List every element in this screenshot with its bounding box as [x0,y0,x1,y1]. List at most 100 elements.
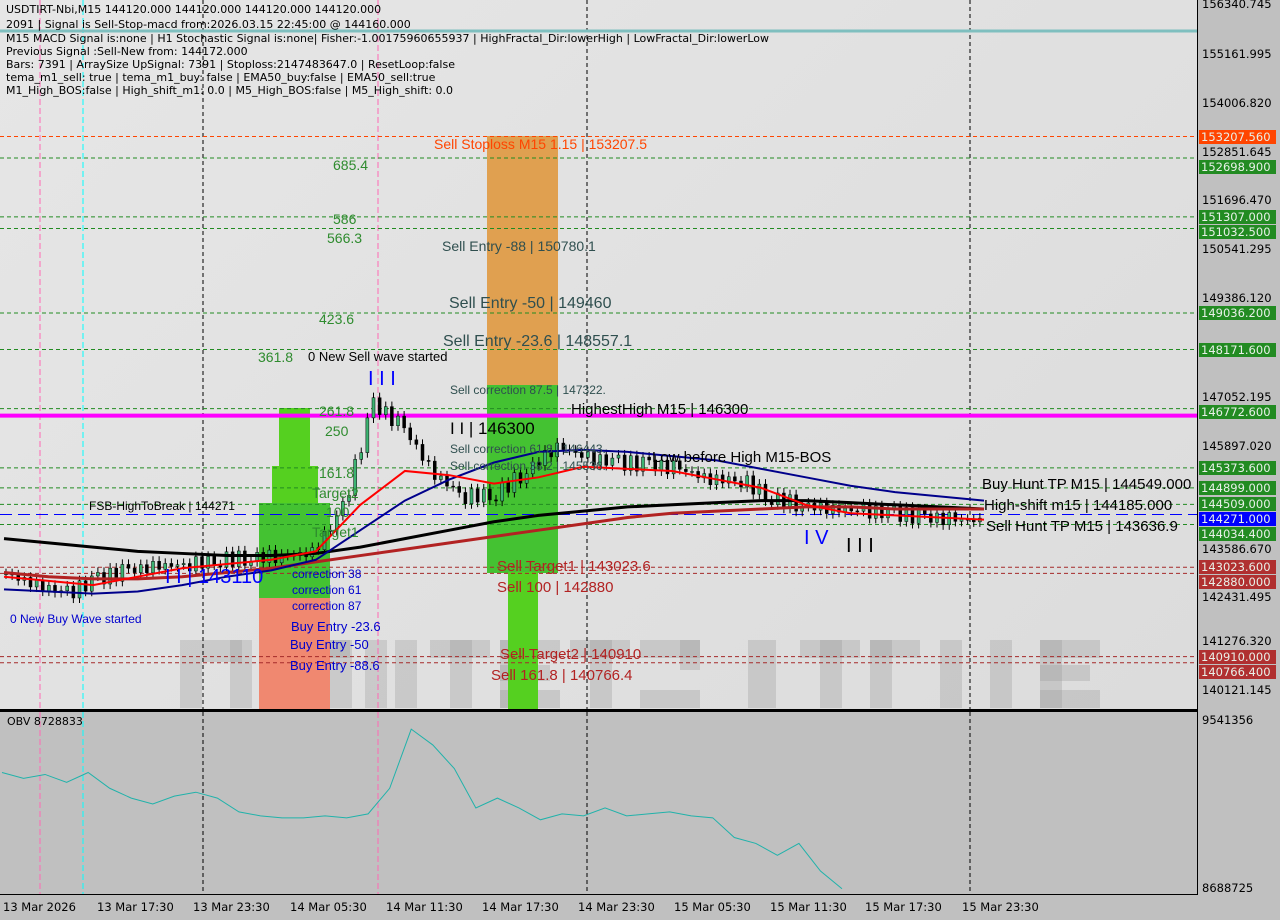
fib-361-label: 361.8 [258,349,294,365]
wave-ii-146300-label: I I | 146300 [450,419,535,438]
candle-body [720,474,725,484]
header-line-5: Bars: 7391 | ArraySize UpSignal: 7391 | … [6,58,455,71]
candle-body [426,460,431,462]
candle-body [684,469,688,472]
wave-iii-top-label: I I I [368,368,396,390]
candle-body [243,550,247,566]
candle-body [665,459,670,475]
sell-entry-88-label: Sell Entry -88 | 150780.1 [442,238,596,254]
candle-body [518,472,523,484]
level-price-tag: 144899.000 [1199,480,1276,495]
candle-body [451,485,455,488]
candle-body [635,455,639,472]
obv-tick-max: 9541356 [1202,713,1254,727]
candle-body [837,505,841,513]
obv-tick-min: 8688725 [1202,881,1254,895]
price-chart[interactable]: USDTIRT-Nbi,M15 144120.000 144120.000 14… [0,0,1198,711]
candle-body [439,475,443,480]
candle-body [261,552,265,563]
highest-high-label: HighestHigh M15 | 146300 [571,401,749,418]
candle-body [671,460,676,475]
candle-body [488,488,492,501]
candle-body [353,459,357,496]
time-tick: 15 Mar 17:30 [865,900,942,914]
sell-100-label: Sell 100 | 142880 [497,579,614,596]
candle-body [65,585,69,592]
watermark-shape [230,640,252,708]
trade-zone [279,408,310,468]
price-tick: 151696.470 [1202,193,1272,208]
level-price-tag: 153207.560 [1199,129,1276,144]
candle-body [867,503,872,519]
candle-body [855,510,860,513]
candle-body [120,564,125,582]
candle-body [482,488,486,503]
candle-body [929,513,933,523]
fib-566-label: 566.3 [327,230,363,246]
header-line-4: Previous Signal :Sell-New from: 144172.0… [6,45,248,58]
price-tick: 152851.645 [1202,144,1272,159]
sell-stoploss-label: Sell Stoploss M15 1.15 | 153207.5 [434,136,648,152]
candle-body [28,577,33,588]
candle-body [396,415,400,426]
candle-body [433,460,437,480]
candle-body [561,442,566,450]
correction-61-label: correction 61 [292,583,362,597]
buy-hunt-tp-label: Buy Hunt TP M15 | 144549.000 [982,476,1192,493]
fib-250-label: 250 [325,423,349,439]
time-tick: 14 Mar 23:30 [578,900,655,914]
candle-body [377,397,382,415]
level-price-tag: 149036.200 [1199,306,1276,321]
fib-586-label: 586 [333,211,357,227]
watermark-shape [1040,665,1090,681]
watermark-shape [640,690,700,708]
time-tick: 15 Mar 05:30 [674,900,751,914]
level-price-tag: 148171.600 [1199,342,1276,357]
target2-label: Target2 [312,485,359,501]
candle-body [230,551,235,567]
moving-average-line [3,465,985,587]
trade-zone [272,466,318,503]
obv-panel[interactable]: OBV 8728833 [0,711,1198,895]
candle-body [512,472,517,493]
level-price-tag: 144509.000 [1199,497,1276,512]
watermark-shape [990,640,1012,708]
candle-body [200,556,204,569]
price-tick: 156340.745 [1202,0,1272,11]
header-line-1: USDTIRT-Nbi,M15 144120.000 144120.000 14… [6,3,382,16]
candle-body [41,579,45,592]
candle-body [733,476,737,482]
fsb-high-to-break-label: FSB-HighToBreak | 144271 [89,499,235,513]
candle-body [549,449,553,458]
header-line-3: M15 MACD Signal is:none | H1 Stochastic … [6,32,769,45]
watermark-shape [1040,690,1100,708]
candle-body [941,512,945,526]
candle-body [776,492,780,505]
candle-body [475,488,480,503]
moving-average-line [3,448,985,595]
candle-body [420,444,425,461]
level-price-tag: 140910.000 [1199,649,1276,664]
low-before-high-label: Low before High M15-BOS [652,449,832,466]
candle-body [169,563,174,567]
sell-target2-label: Sell Target2 | 140910 [500,646,642,663]
candle-body [592,451,596,466]
fib-423-label: 423.6 [319,311,355,327]
candle-body [537,461,541,466]
price-tick: 145897.020 [1202,438,1272,453]
watermark-shape [1040,640,1062,708]
fib-100-label: 100 [326,504,350,520]
candle-body [90,575,94,592]
candle-body [163,563,167,570]
time-tick: 14 Mar 11:30 [386,900,463,914]
price-tick: 155161.995 [1202,46,1272,61]
candle-body [371,397,376,419]
level-price-tag: 146772.600 [1199,404,1276,419]
obv-label: OBV 8728833 [7,715,83,728]
time-tick: 13 Mar 17:30 [97,900,174,914]
price-tick: 141276.320 [1202,634,1272,649]
high-shift-label: High-shift m15 | 144185.000 [984,497,1173,514]
sell-entry-50-label: Sell Entry -50 | 149460 [449,295,612,312]
watermark-shape [800,640,860,658]
candle-body [83,580,88,592]
